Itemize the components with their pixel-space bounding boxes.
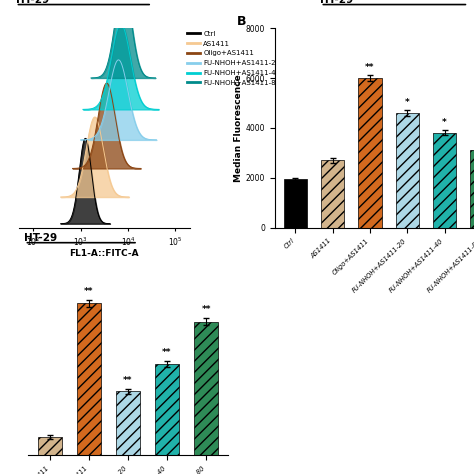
Bar (470, 150, 474, 228)
X-axis label: FL1-A::FITC-A: FL1-A::FITC-A (70, 249, 139, 258)
Text: **: ** (201, 305, 211, 314)
Bar (433, 133, 456, 228)
Text: HT-29: HT-29 (320, 0, 354, 5)
Bar (38, 437, 62, 455)
Bar (194, 321, 218, 455)
Text: HT-29: HT-29 (16, 0, 49, 5)
Text: **: ** (365, 64, 375, 73)
Bar (396, 113, 419, 228)
Bar (155, 364, 179, 455)
Text: *: * (405, 98, 410, 107)
Bar (284, 179, 307, 228)
Text: **: ** (162, 348, 172, 357)
Text: **: ** (123, 376, 133, 385)
Y-axis label: Median Fluorescence: Median Fluorescence (234, 74, 243, 182)
Text: HT-29: HT-29 (25, 233, 57, 243)
Bar (358, 78, 382, 228)
Text: **: ** (84, 287, 94, 296)
Bar (77, 303, 101, 455)
Bar (116, 392, 140, 455)
Text: *: * (442, 118, 447, 128)
Legend: Ctrl, AS1411, Oligo+AS1411, FU-NHOH+AS1411-20, FU-NHOH+AS1411-40, FU-NHOH+AS1411: Ctrl, AS1411, Oligo+AS1411, FU-NHOH+AS14… (184, 28, 283, 89)
Bar (321, 160, 344, 228)
Text: B: B (237, 15, 246, 28)
